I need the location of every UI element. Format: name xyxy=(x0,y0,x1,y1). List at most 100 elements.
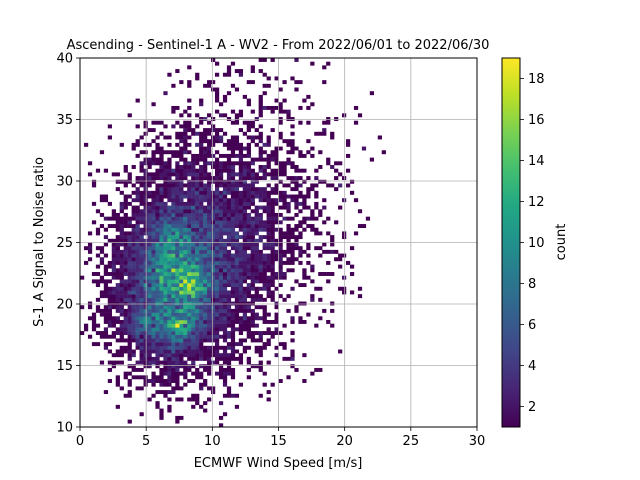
heatmap-cell xyxy=(191,242,196,247)
heatmap-cell xyxy=(234,286,240,291)
heatmap-cell xyxy=(151,297,156,302)
heatmap-cell xyxy=(203,176,208,181)
heatmap-cell xyxy=(127,176,132,181)
heatmap-cell xyxy=(230,286,236,291)
heatmap-cell xyxy=(230,227,236,232)
heatmap-cell xyxy=(187,272,192,276)
heatmap-cell xyxy=(127,334,132,339)
heatmap-cell xyxy=(357,294,363,299)
heatmap-cell xyxy=(234,275,240,280)
heatmap-cell xyxy=(246,286,251,291)
heatmap-cell xyxy=(222,238,228,243)
heatmap-cell xyxy=(218,423,224,428)
heatmap-cell xyxy=(191,183,196,188)
heatmap-cell xyxy=(250,268,255,273)
heatmap-cell xyxy=(250,260,255,265)
heatmap-cell xyxy=(163,227,168,232)
heatmap-cell xyxy=(151,275,156,280)
heatmap-cell xyxy=(262,224,267,228)
heatmap-cell xyxy=(115,360,120,365)
heatmap-cell xyxy=(119,338,124,343)
heatmap-cell xyxy=(254,345,259,350)
heatmap-cell xyxy=(246,268,251,273)
heatmap-cell xyxy=(238,220,244,225)
heatmap-cell xyxy=(226,297,232,302)
heatmap-cell xyxy=(175,238,180,243)
heatmap-cell xyxy=(155,301,160,306)
heatmap-cell xyxy=(242,323,247,328)
heatmap-cell xyxy=(207,83,212,88)
heatmap-cell xyxy=(211,80,216,85)
heatmap-cell xyxy=(234,249,240,254)
heatmap-cell xyxy=(179,124,184,129)
heatmap-cell xyxy=(139,279,144,284)
heatmap-cell xyxy=(270,201,275,206)
heatmap-cell xyxy=(123,231,128,236)
heatmap-cell xyxy=(250,364,255,369)
heatmap-cell xyxy=(270,157,275,162)
heatmap-cell xyxy=(258,102,263,107)
heatmap-cell xyxy=(115,297,120,302)
heatmap-cell xyxy=(171,349,176,354)
heatmap-cell xyxy=(183,349,188,354)
heatmap-cell xyxy=(246,283,251,288)
heatmap-cell xyxy=(139,356,144,361)
heatmap-cell xyxy=(207,356,212,361)
heatmap-cell xyxy=(246,260,251,265)
heatmap-cell xyxy=(306,205,311,210)
heatmap-cell xyxy=(147,128,152,133)
heatmap-cell xyxy=(318,131,323,136)
heatmap-cell xyxy=(183,253,188,258)
heatmap-cell xyxy=(282,342,287,347)
heatmap-cell xyxy=(207,249,212,254)
heatmap-cell xyxy=(195,190,200,195)
heatmap-cell xyxy=(306,139,311,144)
heatmap-cell xyxy=(195,342,200,347)
heatmap-cell xyxy=(234,187,240,192)
heatmap-cell xyxy=(274,345,279,350)
heatmap-cell xyxy=(298,183,303,188)
heatmap-cell xyxy=(119,308,124,313)
heatmap-cell xyxy=(258,98,263,103)
heatmap-cell xyxy=(107,316,113,321)
heatmap-cell xyxy=(349,272,355,276)
heatmap-cell xyxy=(226,209,232,214)
heatmap-cell xyxy=(171,323,176,328)
heatmap-cell xyxy=(218,305,224,310)
heatmap-cell xyxy=(135,260,140,265)
heatmap-cell xyxy=(342,198,347,203)
heatmap-cell xyxy=(218,128,224,133)
heatmap-cell xyxy=(258,190,263,195)
heatmap-cell xyxy=(218,323,224,328)
heatmap-cell xyxy=(254,349,259,354)
heatmap-cell xyxy=(151,172,156,177)
heatmap-cell xyxy=(211,301,216,306)
heatmap-cell xyxy=(171,283,176,288)
heatmap-cell xyxy=(167,194,172,199)
heatmap-cell xyxy=(290,331,295,335)
heatmap-cell xyxy=(294,205,299,210)
heatmap-cell xyxy=(127,290,132,295)
heatmap-cell xyxy=(357,113,363,118)
heatmap-cell xyxy=(270,198,275,203)
heatmap-cell xyxy=(310,183,315,188)
heatmap-cell xyxy=(167,379,172,383)
heatmap-cell xyxy=(211,279,216,284)
heatmap-cell xyxy=(234,294,240,299)
heatmap-cell xyxy=(151,379,156,383)
heatmap-cell xyxy=(143,227,148,232)
heatmap-cell xyxy=(171,172,176,177)
heatmap-cell xyxy=(199,194,204,199)
heatmap-cell xyxy=(171,205,176,210)
heatmap-cell xyxy=(115,246,120,251)
heatmap-cell xyxy=(159,201,164,206)
heatmap-cell xyxy=(242,161,247,166)
heatmap-cell xyxy=(262,272,267,276)
heatmap-cell xyxy=(115,212,120,217)
heatmap-cell xyxy=(218,153,224,158)
heatmap-cell xyxy=(107,294,113,299)
heatmap-cell xyxy=(258,268,263,273)
heatmap-cell xyxy=(119,227,124,232)
heatmap-cell xyxy=(226,323,232,328)
heatmap-cell xyxy=(214,301,220,306)
